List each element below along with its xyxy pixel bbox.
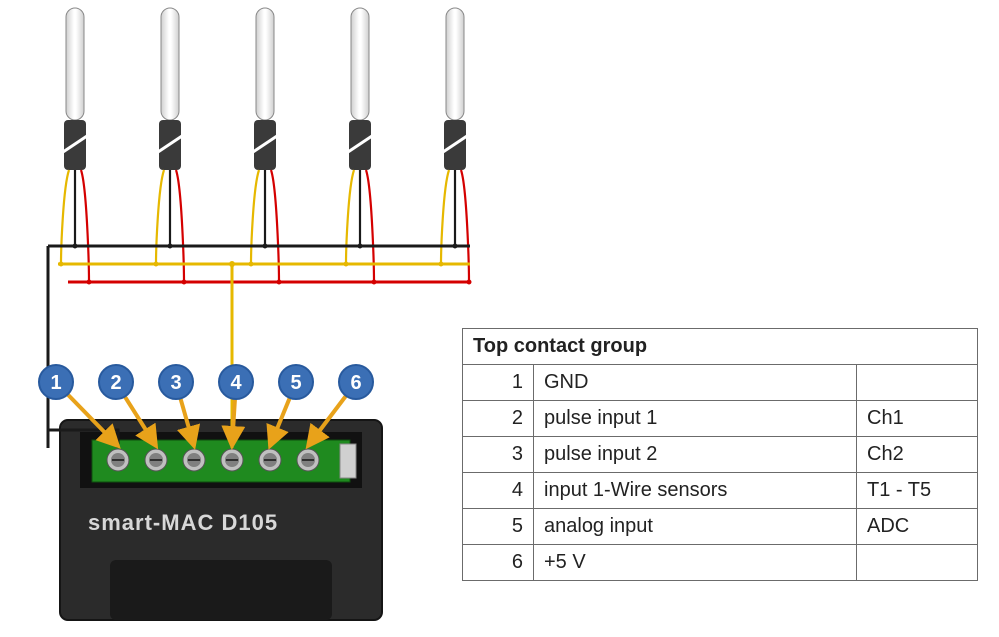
sensor-lead-yellow: [156, 170, 164, 264]
pin-number: 3: [463, 437, 534, 473]
device-label: smart-MAC D105: [88, 510, 278, 536]
sensor-probe-tip: [161, 8, 179, 120]
pin-channel: ADC: [857, 509, 978, 545]
sensor-lead-yellow: [346, 170, 354, 264]
pin-channel: T1 - T5: [857, 473, 978, 509]
table-row: 5analog inputADC: [463, 509, 978, 545]
pin-label: input 1-Wire sensors: [534, 473, 857, 509]
din-clip-icon: [340, 444, 356, 478]
pin-number: 5: [463, 509, 534, 545]
callout-number: 5: [290, 372, 301, 394]
wiring-diagram-root: { "canvas":{"width":999,"height":637,"ba…: [0, 0, 999, 637]
pin-channel: Ch2: [857, 437, 978, 473]
pin-number: 6: [463, 545, 534, 581]
callout-number: 6: [350, 372, 361, 394]
pin-label: analog input: [534, 509, 857, 545]
table-row: 3pulse input 2Ch2: [463, 437, 978, 473]
callout-number: 3: [170, 372, 181, 394]
pin-number: 1: [463, 365, 534, 401]
drop-wire-gnd: [48, 246, 118, 448]
table-row: 4input 1-Wire sensorsT1 - T5: [463, 473, 978, 509]
pin-label: pulse input 1: [534, 401, 857, 437]
pin-label: GND: [534, 365, 857, 401]
pin-channel: [857, 365, 978, 401]
sensor-probe-tip: [66, 8, 84, 120]
pin-channel: Ch1: [857, 401, 978, 437]
pin-contact-table: Top contact group 1GND2pulse input 1Ch13…: [462, 328, 978, 581]
table-title: Top contact group: [463, 329, 978, 365]
pin-channel: [857, 545, 978, 581]
callout-number: 2: [110, 372, 121, 394]
sensor-lead-yellow: [251, 170, 259, 264]
sensor-lead-yellow: [441, 170, 449, 264]
sensor-probe-tip: [351, 8, 369, 120]
pin-number: 4: [463, 473, 534, 509]
sensor-lead-yellow: [61, 170, 69, 264]
sensor-probe-tip: [256, 8, 274, 120]
callout-number: 4: [230, 372, 242, 394]
wire-junction: [229, 261, 235, 267]
callout-number: 1: [50, 372, 61, 394]
table-row: 1GND: [463, 365, 978, 401]
device-foot: [110, 560, 332, 620]
table-row: 6+5 V: [463, 545, 978, 581]
pin-label: pulse input 2: [534, 437, 857, 473]
sensor-probe-tip: [446, 8, 464, 120]
table-row: 2pulse input 1Ch1: [463, 401, 978, 437]
pin-number: 2: [463, 401, 534, 437]
pin-label: +5 V: [534, 545, 857, 581]
